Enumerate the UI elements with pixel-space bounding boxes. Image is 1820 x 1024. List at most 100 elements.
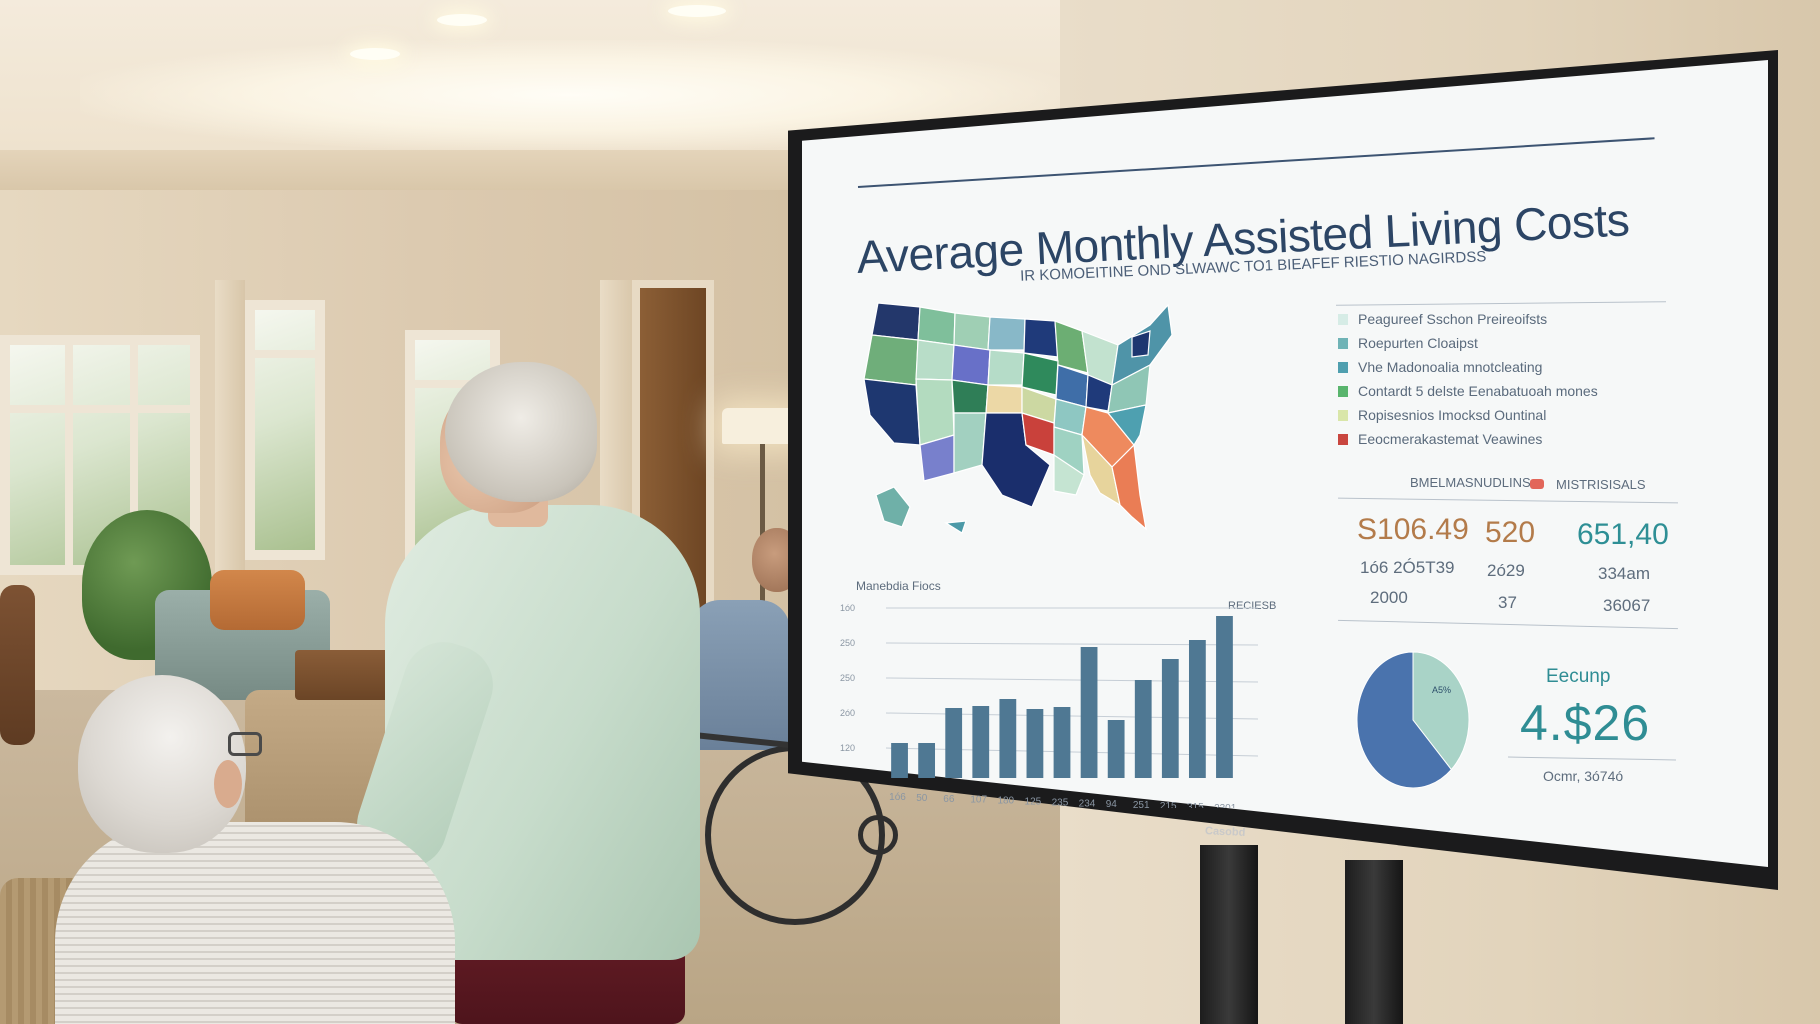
bar [945,708,963,778]
map-state [863,378,921,446]
bar-chart-label: Manebdia Fiocs [856,579,941,593]
bar-x-tick-label: 50 [916,793,928,804]
glasses [228,732,262,756]
map-state [1106,404,1147,447]
monitor-brand: Casobd [1204,825,1246,839]
bar [1026,709,1044,778]
woman-hair [445,362,597,502]
stat-line: 2ó29 [1487,561,1525,580]
bar-x-tick-label: 234 [1079,798,1096,808]
bar-y-tick-label: 2ó0 [840,708,855,718]
map-state [953,412,987,474]
bar-chart-right-label: RECIESB [1228,600,1277,612]
stats-header-right: MISTRISISALS [1556,477,1646,492]
cost-pie-chart: A5% [1356,651,1470,788]
map-state [944,520,967,534]
bar-x-tick-label: 235 [1052,797,1069,808]
map-legend: Peagureef Sschon Preireoifsts Roepurten … [1338,310,1638,454]
wheelchair-caster [858,815,898,855]
bar-x-ticks: 1ó6 50 66 107 180 125 235 234 94 251 215 315 2301 [889,792,1237,808]
bar-y-tick-label: 250 [840,638,855,648]
bar [1107,720,1125,778]
map-state [987,316,1026,351]
bar [1080,647,1098,778]
bar-x-tick-label: 315 [1187,802,1204,808]
map-state [953,312,991,351]
bar-marks [891,616,1233,778]
map-state [987,349,1025,386]
bar [1188,640,1206,778]
map-state [1023,318,1059,358]
bar-y-tick-label: 250 [840,673,855,683]
monitor-stand-pole [1200,845,1258,1024]
stat-value: 520 [1485,516,1536,549]
bar [999,699,1017,778]
map-state [875,486,911,528]
stat-value: 651,40 [1577,518,1669,551]
cost-bar-chart: 1ó0 250 250 2ó0 120 1ó6 50 66 107 180 125 235 234 94… [840,603,1258,808]
stats-header-left: BMELMASNUDLINS [1410,475,1531,490]
map-state [1111,443,1147,531]
pie-caption: Eecunp [1546,666,1611,687]
stat-line: 37 [1498,593,1517,612]
ceiling-downlight [350,48,400,60]
bar [891,743,908,778]
bar-y-tick-label: 1ó0 [840,603,855,613]
bar [1134,680,1152,778]
seated-man-ear [214,760,242,808]
stat-line: 1ó6 2Ó5T39 [1360,558,1455,577]
window [245,300,325,560]
bar [1161,659,1179,778]
orange-cushion [210,570,305,630]
bar-x-tick-label: 107 [970,795,987,806]
map-state [1053,453,1085,496]
map-state [871,302,921,341]
map-state [863,334,919,386]
stats-header-marker [1530,479,1544,489]
monitor-stand-pole [1345,860,1403,1024]
legend-item: Contardt 5 delste Eenabatuoah mones [1338,382,1638,406]
stat-value: S106.49 [1357,513,1469,546]
bar-x-tick-label: 251 [1133,800,1150,808]
map-state [951,379,989,414]
legend-item: Vhe Madonoalia mnotcleating [1338,358,1638,382]
pie-slice [1356,651,1452,788]
pie-slice-label: A5% [1432,685,1451,695]
bar-x-tick-label: 125 [1025,797,1042,808]
stat-line: 2000 [1370,588,1408,607]
legend-item: Eeocmerakastemat Veawines [1338,430,1638,454]
map-state [915,339,955,381]
map-state [917,306,956,346]
bar-x-tick-label: 2301 [1214,803,1237,808]
bar [918,743,936,778]
total-caption: Ocmr, 3ó74ó [1543,768,1624,784]
total-value: 4.$26 [1520,695,1651,751]
map-state [1080,433,1121,507]
legend-item: Ropisesnios Imocksd Ountinal [1338,406,1638,430]
resident-in-wheelchair [690,600,790,750]
us-cost-map [863,302,1173,534]
stat-line: 36067 [1603,596,1651,615]
legend-item: Roepurten Cloaipst [1338,334,1638,358]
bar-x-tick-label: 94 [1106,799,1118,808]
bar [1053,707,1071,778]
bar [972,706,990,778]
bar-x-tick-label: 215 [1160,801,1177,808]
pie-slices [1356,651,1470,788]
seated-man-head [78,675,246,853]
bar-x-tick-label: 1ó6 [889,792,906,803]
legend-item: Peagureef Sschon Preireoifsts [1338,310,1638,334]
bar-y-ticks: 1ó0 250 250 2ó0 120 [840,603,855,753]
stat-line: 334am [1598,564,1650,583]
wooden-chair [0,585,35,745]
pie-slice [1412,651,1470,771]
map-state [915,378,955,446]
bar-x-tick-label: 66 [943,794,955,805]
ceiling-downlight [437,14,487,26]
map-state [1131,330,1151,358]
seated-man-shirt [55,822,455,1024]
bar-y-tick-label: 120 [840,743,855,753]
bar-x-tick-label: 180 [997,796,1014,807]
ceiling-downlight [668,5,726,17]
